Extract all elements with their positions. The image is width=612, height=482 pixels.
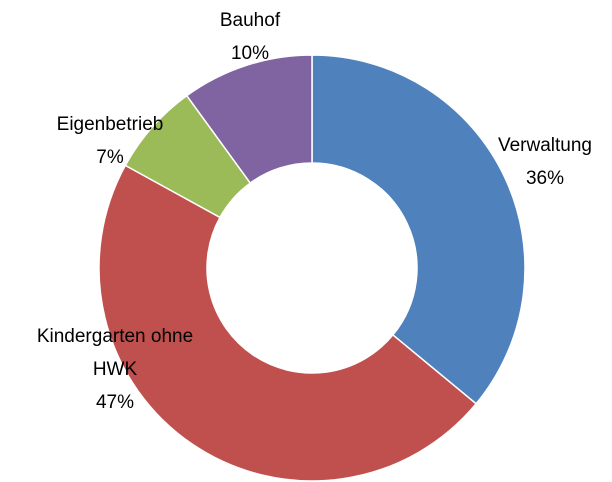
percent-label: 10% [230,43,270,64]
category-label: Eigenbetrieb [56,114,164,135]
percent-label: 36% [525,168,565,189]
category-label: Bauhof [219,10,281,31]
data-label: Kindergarten ohne HWK 47% [15,320,215,419]
data-label: Eigenbetrieb 7% [30,108,190,174]
percent-label: 47% [95,392,135,413]
donut-segment [185,54,313,185]
donut-segment [311,54,526,405]
data-label: Bauhof 10% [170,4,330,70]
category-label: Verwaltung [497,135,592,156]
donut-segment [98,164,478,482]
data-label: Verwaltung 36% [465,129,612,195]
category-label: Kindergarten ohne HWK [36,326,194,380]
percent-label: 7% [96,147,124,168]
